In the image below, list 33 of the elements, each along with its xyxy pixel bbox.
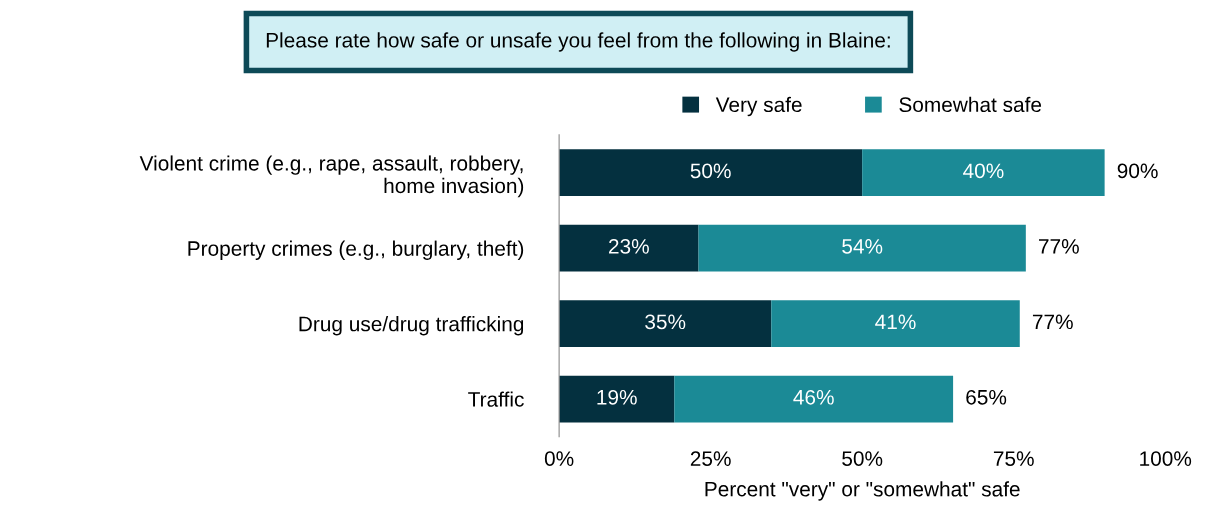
bar xyxy=(771,300,1020,347)
data-label: 35% xyxy=(645,314,686,330)
x-tick-label: 75% xyxy=(993,451,1034,466)
data-label: 50% xyxy=(690,163,731,179)
y-tick-label: Drug use/drug trafficking xyxy=(299,316,524,336)
x-tick-label: 50% xyxy=(842,451,883,466)
bar xyxy=(559,149,863,197)
total-label: 65% xyxy=(966,389,1007,405)
x-axis-title: Percent "very" or "somewhat" safe xyxy=(705,481,1020,501)
bar xyxy=(559,300,772,347)
x-tick-label: 0% xyxy=(544,451,574,466)
total-label: 77% xyxy=(1032,314,1073,330)
data-label: 23% xyxy=(609,238,649,254)
bar xyxy=(559,375,675,423)
legend-label: Very safe xyxy=(715,96,802,117)
data-label: 46% xyxy=(793,389,834,405)
chart-title: Please rate how safe or unsafe you feel from the following in Blaine: xyxy=(266,32,890,52)
bar xyxy=(674,375,954,423)
x-tick-label: 100% xyxy=(1140,451,1192,466)
bar xyxy=(862,149,1105,197)
total-label: 77% xyxy=(1039,239,1079,254)
bar xyxy=(698,224,1026,272)
bar xyxy=(559,224,699,272)
y-tick-label: Violent crime (e.g., rape, assault, robbery, home invasion) xyxy=(139,155,524,198)
data-label: 41% xyxy=(875,314,916,330)
y-tick-label: Traffic xyxy=(468,391,524,407)
y-tick-label: Property crimes (e.g., burglary, theft) xyxy=(188,240,524,260)
data-label: 19% xyxy=(597,389,637,405)
data-label: 40% xyxy=(963,163,1004,179)
legend-label: Somewhat safe xyxy=(899,96,1042,113)
total-label: 90% xyxy=(1117,163,1158,179)
data-label: 54% xyxy=(842,239,883,254)
x-tick-label: 25% xyxy=(690,451,731,466)
